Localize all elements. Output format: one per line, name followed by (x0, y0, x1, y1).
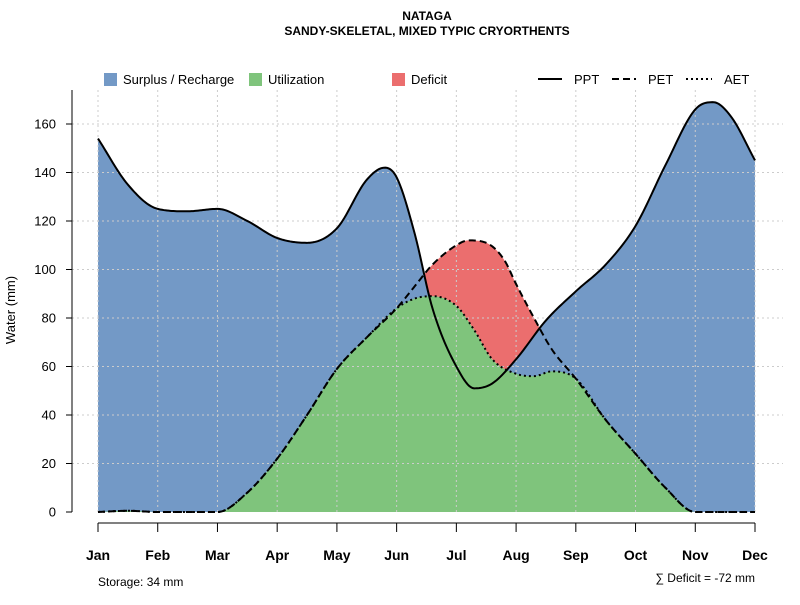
areas-layer (98, 102, 755, 513)
x-tick-label-mar: Mar (205, 547, 230, 563)
x-tick-label-dec: Dec (742, 547, 768, 563)
x-tick-label-apr: Apr (265, 547, 290, 563)
legend-label-deficit: Deficit (411, 72, 448, 87)
x-tick-label-feb: Feb (145, 547, 170, 563)
pet-line (97, 239, 755, 513)
legend-label-pet: PET (648, 72, 673, 87)
legend-label-surplus: Surplus / Recharge (123, 72, 234, 87)
legend: Surplus / Recharge Utilization Deficit P… (104, 72, 749, 87)
y-axis-label: Water (mm) (3, 276, 18, 344)
chart-title: NATAGA (402, 9, 452, 23)
y-tick-label-140: 140 (34, 165, 56, 180)
x-tick-label-sep: Sep (563, 547, 589, 563)
ppt-line (97, 101, 756, 390)
x-tick-label-jan: Jan (86, 547, 110, 563)
x-tick-label-aug: Aug (502, 547, 529, 563)
y-tick-label-60: 60 (42, 359, 56, 374)
aet-line (97, 295, 755, 513)
legend-swatch-surplus (104, 73, 117, 86)
y-tick-label-160: 160 (34, 117, 56, 132)
y-tick-label-0: 0 (49, 505, 56, 520)
legend-label-utilization: Utilization (268, 72, 324, 87)
deficit-total-annotation: ∑ Deficit = -72 mm (655, 571, 755, 585)
axes-layer: 0 20 40 60 80 100 120 140 160 Jan Feb Mar Apr May Jun J… (34, 90, 768, 563)
lines-layer (97, 101, 756, 513)
x-tick-label-may: May (323, 547, 350, 563)
legend-swatch-deficit (392, 73, 405, 86)
y-tick-label-80: 80 (42, 311, 56, 326)
x-tick-label-oct: Oct (624, 547, 648, 563)
x-tick-label-jun: Jun (384, 547, 409, 563)
x-tick-label-jul: Jul (446, 547, 466, 563)
utilization-area (98, 296, 755, 512)
legend-label-aet: AET (724, 72, 749, 87)
legend-label-ppt: PPT (574, 72, 599, 87)
x-tick-label-nov: Nov (682, 547, 709, 563)
y-tick-label-120: 120 (34, 214, 56, 229)
storage-annotation: Storage: 34 mm (98, 575, 183, 589)
legend-swatch-utilization (249, 73, 262, 86)
y-tick-label-100: 100 (34, 262, 56, 277)
y-tick-label-20: 20 (42, 456, 56, 471)
chart-subtitle: SANDY-SKELETAL, MIXED TYPIC CRYORTHENTS (284, 24, 569, 38)
y-tick-label-40: 40 (42, 408, 56, 423)
